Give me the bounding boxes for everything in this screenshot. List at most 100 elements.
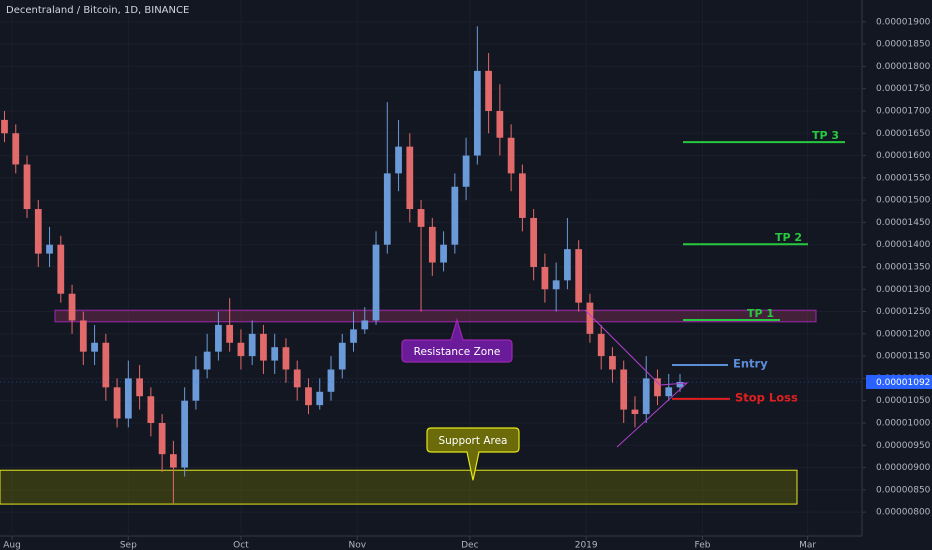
candle-body xyxy=(136,378,143,397)
zones xyxy=(0,309,817,505)
candle-body xyxy=(642,378,650,415)
candle-body xyxy=(620,369,628,410)
candle-body xyxy=(203,351,211,370)
axes: 0.00000800 0.00000850 0.00000900 0.00000950… xyxy=(0,17,932,550)
candle-body xyxy=(46,244,53,254)
candle-body xyxy=(23,164,31,210)
candle-body xyxy=(395,146,402,174)
y-tick-label: 0.00001900 xyxy=(876,17,931,27)
level-label: TP 3 xyxy=(812,129,839,142)
candle-body xyxy=(327,369,335,392)
y-tick-label: 0.00001450 xyxy=(876,218,931,228)
candle-body xyxy=(226,324,234,343)
x-tick-label: Feb xyxy=(695,541,711,550)
candle-body xyxy=(473,70,481,156)
zone-callout xyxy=(401,317,513,363)
candles xyxy=(1,26,684,504)
candle-body xyxy=(541,266,549,290)
candle-body xyxy=(282,347,290,370)
last-price-box xyxy=(866,374,932,389)
candle-body xyxy=(248,333,256,357)
candle-body xyxy=(575,249,583,303)
y-tick-label: 0.00001050 xyxy=(876,396,931,406)
overlay: Resistance Zone Support Area TP 3 TP 2 TP 1 E… xyxy=(401,129,845,481)
candle-body xyxy=(1,119,8,134)
triangle-lower xyxy=(616,382,689,448)
candle-body xyxy=(113,387,121,419)
candle-body xyxy=(91,342,98,352)
y-tick-label: 0.00000850 xyxy=(876,485,931,495)
candle-body xyxy=(271,347,279,361)
x-tick-label: Nov xyxy=(348,541,366,550)
y-tick-label: 0.00000800 xyxy=(876,508,931,518)
level-label: TP 2 xyxy=(775,231,802,244)
candle-body xyxy=(417,209,425,227)
y-tick-label: 0.00001800 xyxy=(876,62,931,72)
candle-body xyxy=(597,333,605,357)
candle-body xyxy=(12,133,20,165)
candle-body xyxy=(102,342,110,388)
candle-body xyxy=(237,342,245,357)
candle-body xyxy=(462,155,470,187)
candle-body xyxy=(305,387,312,406)
level-label: Stop Loss xyxy=(735,390,798,404)
x-tick-label: Oct xyxy=(233,541,249,550)
y-tick-label: 0.00000950 xyxy=(876,441,931,451)
candle-body xyxy=(79,320,87,352)
y-tick-label: 0.00001400 xyxy=(876,240,931,250)
candle-body xyxy=(361,320,369,330)
y-tick-label: 0.00001850 xyxy=(876,40,931,50)
candle-body xyxy=(552,280,560,290)
candle-body xyxy=(665,387,673,397)
candle-body xyxy=(147,396,155,423)
candle-body xyxy=(451,186,459,245)
candle-body xyxy=(383,173,391,245)
candle-body xyxy=(260,333,267,361)
y-tick-label: 0.00001300 xyxy=(876,285,931,295)
candle-body xyxy=(631,409,639,415)
candle-body xyxy=(496,110,504,138)
candle-body xyxy=(676,381,684,388)
y-tick-label: 0.00001600 xyxy=(876,151,931,161)
candle-body xyxy=(609,356,616,370)
y-tick-label: 0.00001000 xyxy=(876,418,931,428)
y-tick-label: 0.00001750 xyxy=(876,84,931,94)
candle-body xyxy=(530,217,538,267)
y-tick-label: 0.00001650 xyxy=(876,129,931,139)
candle-body xyxy=(124,378,132,419)
candle-body xyxy=(564,249,571,281)
level-label: Entry xyxy=(733,357,768,371)
candle-body xyxy=(406,146,414,210)
last-price-label: 0.00001092 xyxy=(876,378,930,388)
zone xyxy=(0,469,798,505)
y-tick-label: 0.00001550 xyxy=(876,173,931,183)
candle-body xyxy=(57,244,65,294)
y-tick-label: 0.00001500 xyxy=(876,196,931,206)
y-tick-label: 0.00001150 xyxy=(876,352,931,362)
candle-body xyxy=(428,226,436,263)
candle-body xyxy=(192,369,200,401)
y-tick-label: 0.00001350 xyxy=(876,262,931,272)
candle-body xyxy=(68,293,76,321)
zone-label: Resistance Zone xyxy=(414,346,501,358)
y-tick-label: 0.00001250 xyxy=(876,307,931,317)
candle-body xyxy=(181,400,189,468)
x-tick-label: Sep xyxy=(120,541,137,550)
y-tick-label: 0.00000900 xyxy=(876,463,931,473)
candle-body xyxy=(293,369,301,388)
zone-callout xyxy=(426,427,520,481)
y-tick-label: 0.00001700 xyxy=(876,106,931,116)
candle-body xyxy=(169,454,177,468)
candle-body xyxy=(372,244,380,321)
candle-body xyxy=(158,422,166,455)
x-tick-label: 2019 xyxy=(575,541,598,550)
candle-body xyxy=(440,244,447,263)
candle-body xyxy=(316,391,324,406)
level-label: TP 1 xyxy=(747,307,774,320)
candle-body xyxy=(34,209,42,254)
candle-body xyxy=(215,324,222,352)
x-tick-label: Dec xyxy=(461,541,478,550)
